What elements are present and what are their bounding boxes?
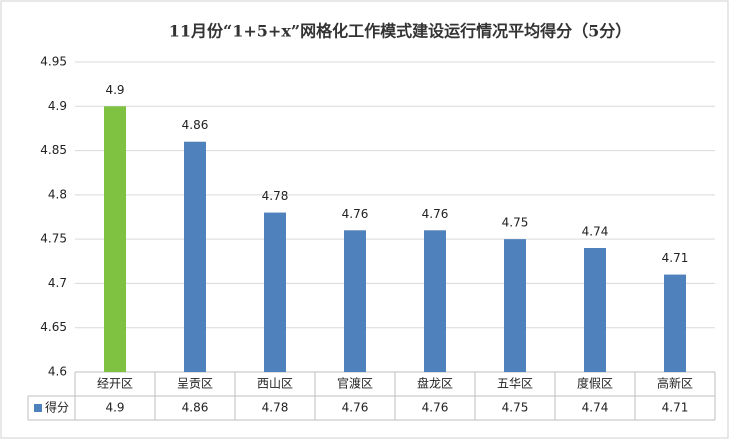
bar	[264, 212, 286, 372]
bar	[344, 230, 366, 372]
y-tick-label: 4.7	[48, 276, 67, 290]
bar	[584, 248, 606, 372]
bar	[424, 230, 446, 372]
bar	[104, 106, 126, 373]
bar	[664, 274, 686, 372]
y-tick-label: 4.95	[40, 55, 67, 69]
table-value: 4.75	[502, 401, 529, 415]
x-tick-label: 西山区	[257, 377, 293, 391]
data-label: 4.76	[342, 207, 369, 221]
y-tick-label: 4.65	[40, 320, 67, 334]
y-tick-label: 4.9	[48, 99, 67, 113]
table-value: 4.74	[582, 401, 609, 415]
data-label: 4.74	[582, 225, 609, 239]
chart-title: 11月份“1+5+x”网格化工作模式建设运行情况平均得分（5分）	[169, 22, 631, 41]
x-tick-label: 呈贡区	[177, 377, 213, 391]
table-value: 4.78	[262, 401, 289, 415]
data-label: 4.78	[262, 189, 289, 203]
table-value: 4.76	[422, 401, 449, 415]
x-tick-label: 官渡区	[337, 376, 373, 391]
bar	[184, 141, 206, 372]
table-value: 4.9	[105, 401, 124, 415]
y-tick-label: 4.8	[48, 187, 67, 201]
data-label: 4.86	[182, 118, 209, 132]
x-tick-label: 度假区	[577, 376, 613, 391]
table-value: 4.71	[662, 401, 689, 415]
bar	[504, 239, 526, 372]
data-label: 4.76	[422, 207, 449, 221]
y-tick-label: 4.85	[40, 143, 67, 157]
table-value: 4.86	[182, 401, 209, 415]
data-label: 4.75	[502, 216, 529, 230]
data-label: 4.71	[662, 251, 689, 265]
data-label: 4.9	[105, 83, 124, 97]
table-value: 4.76	[342, 401, 369, 415]
y-tick-label: 4.6	[48, 365, 67, 379]
y-tick-label: 4.75	[40, 232, 67, 246]
legend-label: 得分	[45, 400, 69, 415]
x-tick-label: 五华区	[497, 377, 533, 391]
x-tick-label: 盘龙区	[417, 376, 453, 391]
x-tick-label: 经开区	[97, 377, 133, 391]
x-tick-label: 高新区	[657, 376, 693, 391]
legend-swatch	[34, 404, 42, 412]
